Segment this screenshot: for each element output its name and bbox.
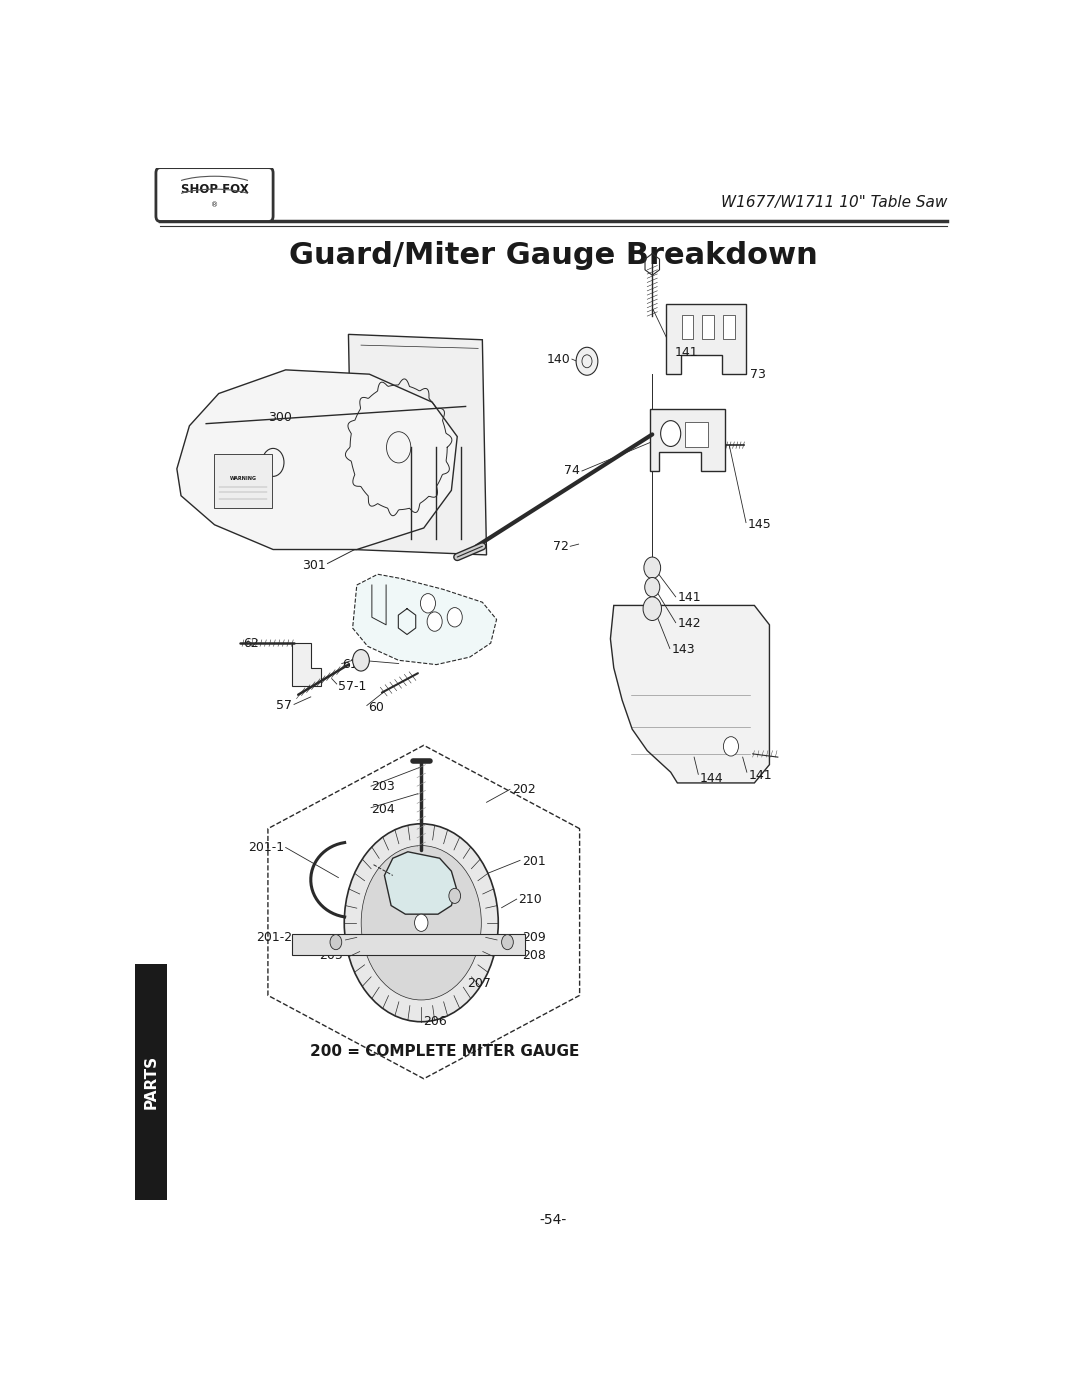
Text: WARNING: WARNING xyxy=(229,476,256,481)
Text: 208: 208 xyxy=(522,949,545,961)
Bar xyxy=(293,933,525,956)
Text: 145: 145 xyxy=(747,518,771,531)
Text: 60: 60 xyxy=(367,701,383,714)
Circle shape xyxy=(415,914,428,932)
Polygon shape xyxy=(650,408,725,471)
Text: 205: 205 xyxy=(319,949,342,961)
Text: 73: 73 xyxy=(751,367,766,380)
Circle shape xyxy=(330,935,341,950)
Text: 142: 142 xyxy=(677,617,701,630)
Text: 61: 61 xyxy=(342,658,359,671)
Text: 203: 203 xyxy=(372,780,395,792)
Circle shape xyxy=(447,608,462,627)
Circle shape xyxy=(661,420,680,447)
Text: 74: 74 xyxy=(565,464,580,478)
Text: PARTS: PARTS xyxy=(144,1055,159,1109)
Circle shape xyxy=(449,888,460,904)
Bar xyxy=(724,314,735,339)
Text: ®: ® xyxy=(211,203,218,208)
Bar xyxy=(685,422,708,447)
Text: 57: 57 xyxy=(276,698,293,712)
Bar xyxy=(135,964,166,1200)
Text: 201-1: 201-1 xyxy=(248,841,284,854)
Circle shape xyxy=(644,557,661,578)
Circle shape xyxy=(643,597,661,620)
Text: 201-2: 201-2 xyxy=(256,932,293,944)
Circle shape xyxy=(645,577,660,597)
Text: -54-: -54- xyxy=(540,1213,567,1227)
Text: 209: 209 xyxy=(522,932,545,944)
Text: 141: 141 xyxy=(748,768,772,782)
Polygon shape xyxy=(293,643,321,686)
Text: 207: 207 xyxy=(468,977,491,989)
Text: Guard/Miter Gauge Breakdown: Guard/Miter Gauge Breakdown xyxy=(289,242,818,271)
Text: W1677/W1711 10" Table Saw: W1677/W1711 10" Table Saw xyxy=(720,194,947,210)
FancyBboxPatch shape xyxy=(214,454,272,507)
Text: 62: 62 xyxy=(243,637,259,650)
Polygon shape xyxy=(610,605,769,782)
Text: 200 = COMPLETE MITER GAUGE: 200 = COMPLETE MITER GAUGE xyxy=(310,1045,579,1059)
Text: 144: 144 xyxy=(700,773,724,785)
Text: 204: 204 xyxy=(372,803,395,816)
FancyBboxPatch shape xyxy=(156,168,273,222)
Text: 201: 201 xyxy=(522,855,545,868)
Text: 141: 141 xyxy=(677,591,701,605)
Circle shape xyxy=(262,448,284,476)
Text: 140: 140 xyxy=(546,352,570,366)
Polygon shape xyxy=(349,334,486,555)
Polygon shape xyxy=(384,852,457,914)
Circle shape xyxy=(361,845,482,1000)
Text: 301: 301 xyxy=(302,559,326,573)
Polygon shape xyxy=(177,370,457,549)
Text: 210: 210 xyxy=(518,893,542,905)
Circle shape xyxy=(501,935,513,950)
Circle shape xyxy=(427,612,442,631)
Circle shape xyxy=(724,736,739,756)
Bar xyxy=(681,314,693,339)
Circle shape xyxy=(352,650,369,671)
Text: 202: 202 xyxy=(512,782,536,796)
Text: 141: 141 xyxy=(675,346,699,359)
Text: SHOP FOX: SHOP FOX xyxy=(180,183,248,196)
Text: 206: 206 xyxy=(422,1016,446,1028)
Polygon shape xyxy=(666,305,746,374)
Circle shape xyxy=(345,824,498,1021)
Text: 143: 143 xyxy=(672,643,696,657)
Text: 72: 72 xyxy=(553,539,568,553)
Bar xyxy=(702,314,714,339)
Polygon shape xyxy=(352,574,497,665)
Circle shape xyxy=(420,594,435,613)
Circle shape xyxy=(576,348,598,376)
Text: 57-1: 57-1 xyxy=(338,679,366,693)
Text: 300: 300 xyxy=(269,411,293,423)
